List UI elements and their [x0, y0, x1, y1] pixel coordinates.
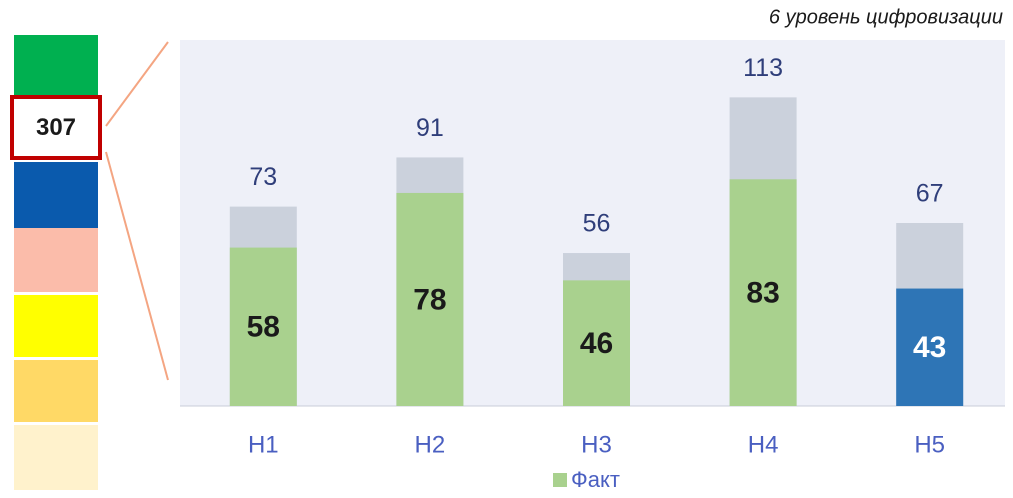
fact-bar [896, 288, 964, 406]
fact-bar [229, 247, 297, 406]
scale-segment [14, 228, 98, 292]
fact-bar [563, 280, 630, 406]
fact-label: 58 [247, 311, 280, 344]
scale-segment [14, 425, 98, 490]
total-label: 56 [583, 210, 611, 238]
fact-bar [729, 179, 797, 406]
x-tick-label: Н3 [581, 431, 612, 458]
fact-label: 78 [413, 283, 446, 316]
scale-highlight [10, 95, 102, 160]
scale-value: 307 [36, 114, 76, 141]
total-label: 113 [743, 54, 783, 82]
scale-segment [14, 35, 98, 95]
x-tick-label: Н1 [248, 431, 279, 458]
scale-segment [14, 360, 98, 422]
x-tick-label: Н5 [914, 431, 945, 458]
scale-segment [14, 162, 98, 228]
fact-label: 43 [913, 331, 946, 364]
scale-segment [14, 295, 98, 357]
legend-label: Факт [571, 467, 620, 492]
fact-label: 46 [580, 327, 613, 360]
total-label: 67 [916, 180, 944, 208]
x-tick-label: Н4 [748, 431, 779, 458]
connector [105, 151, 169, 381]
chart-title: 6 уровень цифровизации [769, 6, 1003, 28]
fact-label: 83 [746, 277, 779, 310]
connector [105, 41, 169, 127]
total-label: 73 [249, 163, 277, 191]
legend-swatch [553, 473, 567, 487]
total-label: 91 [416, 114, 444, 142]
x-tick-label: Н2 [415, 431, 446, 458]
fact-bar [396, 192, 464, 406]
